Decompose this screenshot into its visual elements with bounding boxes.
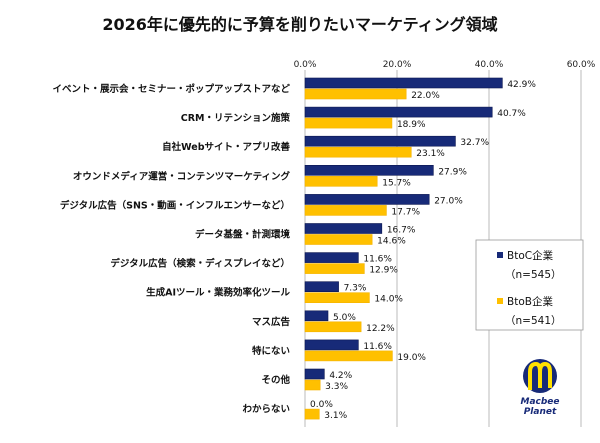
bar-btoc	[304, 223, 383, 234]
logo-text-planet: Planet	[524, 407, 557, 417]
logo-text-macbee: Macbee	[520, 397, 559, 407]
bar-btoc	[304, 339, 359, 351]
category-label: マス広告	[252, 316, 291, 328]
legend-swatch-btob	[497, 298, 503, 304]
data-label: 12.2%	[366, 324, 395, 334]
data-label: 7.3%	[344, 284, 367, 294]
legend-n-btoc: （n=545）	[505, 269, 562, 281]
legend-n-btob: （n=541）	[505, 315, 562, 327]
bar-btob	[304, 117, 393, 129]
data-label: 5.0%	[333, 313, 356, 323]
bar-btoc	[304, 135, 456, 147]
bar-btob	[304, 379, 321, 391]
data-label: 16.7%	[387, 226, 416, 236]
category-label: イベント・展示会・セミナー・ポップアップストアなど	[52, 83, 290, 95]
data-label: 23.1%	[416, 149, 445, 159]
bar-btoc	[304, 77, 503, 89]
data-label: 32.7%	[460, 138, 489, 148]
bar-btoc	[304, 106, 493, 118]
legend-box	[475, 239, 584, 331]
bar-btoc	[304, 281, 339, 293]
bar-btob	[304, 263, 365, 274]
x-tick-labels: 0.0% 20.0% 40.0% 60.0%	[294, 60, 596, 70]
category-label: CRM・リテンション施策	[181, 112, 291, 124]
x-tick-label: 20.0%	[383, 60, 412, 70]
data-label: 18.9%	[397, 120, 426, 130]
category-label: オウンドメディア運営・コンテンツマーケティング	[73, 170, 291, 182]
data-label: 14.0%	[374, 295, 403, 305]
data-label: 40.7%	[497, 109, 526, 119]
data-label: 3.3%	[325, 382, 348, 392]
data-label: 17.7%	[391, 207, 420, 217]
bar-btoc	[304, 194, 430, 205]
data-label: 42.9%	[507, 80, 536, 90]
bar-btob	[304, 350, 393, 362]
bar-btob	[304, 205, 387, 216]
bar-btob	[304, 408, 320, 420]
x-tick-label: 0.0%	[294, 60, 317, 70]
data-label: 19.0%	[397, 353, 426, 363]
bar-btoc	[304, 310, 329, 322]
bar-btob	[304, 176, 378, 187]
data-label: 11.6%	[363, 342, 392, 352]
data-label: 0.0%	[310, 400, 333, 410]
x-tick-label: 40.0%	[475, 60, 504, 70]
category-labels: イベント・展示会・セミナー・ポップアップストアなど CRM・リテンション施策自社W…	[52, 83, 290, 415]
data-label: 14.6%	[377, 237, 406, 247]
bar-btoc	[304, 252, 359, 263]
legend-swatch-btoc	[497, 252, 503, 258]
category-label: 生成AIツール・業務効率化ツール	[146, 287, 290, 299]
data-label: 11.6%	[363, 255, 392, 265]
category-label: データ基盤・計測環境	[195, 229, 291, 241]
chart-title: 2026年に優先的に予算を削りたいマーケティング領域	[102, 15, 497, 34]
bar-btob	[304, 146, 412, 158]
bar-btoc	[304, 165, 434, 176]
category-label: 自社Webサイト・アプリ改善	[162, 141, 290, 153]
data-label: 22.0%	[411, 91, 440, 101]
data-label: 27.9%	[438, 167, 467, 177]
legend-label-btoc: BtoC企業	[507, 249, 554, 262]
x-tick-label: 60.0%	[567, 60, 596, 70]
bar-btob	[304, 292, 370, 304]
data-label: 4.2%	[329, 371, 352, 381]
bars: 42.9% 22.0% 40.7% 18.9% 32.7% 23.1% 27.9% 15.7%…	[304, 77, 536, 421]
category-label: デジタル広告（SNS・動画・インフルエンサーなど）	[60, 199, 290, 211]
category-label: わからない	[242, 404, 290, 415]
macbee-planet-logo: Macbee Planet	[520, 359, 560, 417]
data-label: 3.1%	[324, 411, 347, 421]
category-label: 特にない	[252, 345, 290, 357]
data-label: 27.0%	[434, 196, 463, 206]
bar-btob	[304, 88, 407, 100]
bar-btob	[304, 234, 373, 245]
data-label: 12.9%	[369, 266, 398, 276]
category-label: その他	[261, 374, 290, 386]
bar-btoc	[304, 368, 325, 380]
legend-label-btob: BtoB企業	[507, 295, 553, 308]
data-label: 15.7%	[382, 178, 411, 188]
legend: BtoC企業 （n=545） BtoB企業 （n=541）	[475, 239, 584, 331]
category-label: デジタル広告（検索・ディスプレイなど）	[110, 258, 290, 270]
bar-btob	[304, 321, 362, 333]
